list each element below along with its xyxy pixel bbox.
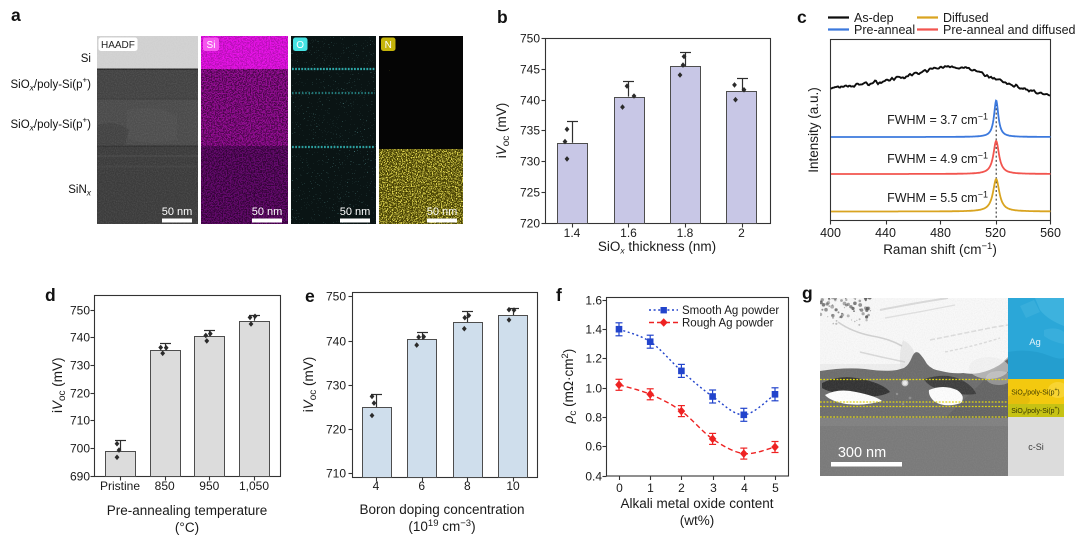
svg-text:50 nm: 50 nm (252, 206, 283, 218)
svg-text:SiOx/poly-Si(p+): SiOx/poly-Si(p+) (1011, 387, 1059, 398)
svg-text:0: 0 (616, 481, 623, 495)
svg-text:50 nm: 50 nm (162, 206, 193, 218)
svg-text:O: O (296, 40, 304, 51)
svg-text:1.6: 1.6 (620, 226, 637, 240)
svg-text:740: 740 (70, 331, 90, 345)
svg-text:730: 730 (326, 379, 346, 393)
svg-text:Raman shift (cm−1): Raman shift (cm−1) (883, 241, 997, 257)
svg-text:1.0: 1.0 (585, 382, 602, 396)
svg-text:b: b (497, 7, 508, 27)
svg-text:SiNx: SiNx (68, 184, 92, 198)
svg-text:4: 4 (373, 479, 380, 493)
svg-text:c: c (797, 7, 807, 27)
svg-text:e: e (305, 286, 315, 306)
svg-text:Pre-anneal: Pre-anneal (854, 23, 915, 37)
svg-text:0.6: 0.6 (585, 440, 602, 454)
svg-text:SiOx thickness (nm): SiOx thickness (nm) (598, 239, 716, 256)
svg-text:Smooth Ag powder: Smooth Ag powder (682, 305, 779, 317)
svg-text:710: 710 (326, 467, 346, 481)
svg-text:745: 745 (520, 63, 540, 77)
svg-text:(1019 cm−3): (1019 cm−3) (408, 518, 475, 534)
svg-text:690: 690 (70, 470, 90, 484)
svg-text:4: 4 (741, 481, 748, 495)
svg-text:10: 10 (506, 479, 520, 493)
svg-text:1: 1 (647, 481, 654, 495)
svg-text:Pristine: Pristine (100, 479, 140, 493)
svg-text:730: 730 (70, 359, 90, 373)
svg-text:Pre-annealing temperature: Pre-annealing temperature (107, 503, 268, 518)
svg-text:750: 750 (520, 32, 540, 46)
svg-text:f: f (556, 285, 562, 305)
svg-text:g: g (802, 283, 813, 303)
svg-text:400: 400 (820, 226, 841, 240)
svg-text:SiOx/poly-Si(p+): SiOx/poly-Si(p+) (10, 76, 91, 93)
svg-text:FWHM = 3.7 cm−1: FWHM = 3.7 cm−1 (887, 112, 988, 128)
svg-text:N: N (385, 40, 392, 51)
svg-text:720: 720 (326, 423, 346, 437)
svg-text:50 nm: 50 nm (427, 206, 458, 218)
svg-text:3: 3 (710, 481, 717, 495)
svg-text:SiOx/poly-Si(p+): SiOx/poly-Si(p+) (1011, 405, 1059, 416)
svg-text:HAADF: HAADF (101, 40, 135, 51)
svg-text:(°C): (°C) (175, 520, 199, 535)
svg-text:SiOx/poly-Si(p+): SiOx/poly-Si(p+) (10, 116, 91, 133)
svg-text:Intensity (a.u.): Intensity (a.u.) (806, 87, 821, 173)
svg-text:730: 730 (520, 155, 540, 169)
svg-text:As-dep: As-dep (854, 11, 894, 25)
svg-text:850: 850 (155, 479, 175, 493)
svg-text:0.4: 0.4 (585, 470, 602, 484)
svg-text:5: 5 (772, 481, 779, 495)
svg-text:Ag: Ag (1029, 337, 1041, 348)
svg-text:950: 950 (199, 479, 219, 493)
svg-text:Si: Si (207, 40, 216, 51)
svg-text:(wt%): (wt%) (680, 513, 715, 528)
svg-text:750: 750 (70, 304, 90, 318)
svg-text:iVoc (mV): iVoc (mV) (50, 357, 68, 413)
svg-text:8: 8 (464, 479, 471, 493)
svg-text:1.8: 1.8 (677, 226, 694, 240)
svg-text:700: 700 (70, 442, 90, 456)
svg-text:1.6: 1.6 (585, 294, 602, 308)
svg-text:Alkali metal oxide content: Alkali metal oxide content (620, 496, 773, 511)
svg-text:480: 480 (930, 226, 951, 240)
svg-text:560: 560 (1040, 226, 1061, 240)
svg-text:0.8: 0.8 (585, 411, 602, 425)
svg-text:6: 6 (418, 479, 425, 493)
svg-text:2: 2 (678, 481, 685, 495)
svg-text:Boron doping concentration: Boron doping concentration (359, 502, 524, 517)
svg-text:iVoc (mV): iVoc (mV) (494, 103, 512, 159)
svg-text:725: 725 (520, 186, 540, 200)
svg-text:750: 750 (326, 290, 346, 304)
svg-text:iVoc (mV): iVoc (mV) (301, 357, 319, 413)
svg-text:FWHM = 5.5 cm−1: FWHM = 5.5 cm−1 (887, 190, 988, 206)
svg-text:d: d (45, 285, 56, 305)
svg-text:740: 740 (520, 94, 540, 108)
svg-text:2: 2 (738, 226, 745, 240)
svg-text:440: 440 (875, 226, 896, 240)
svg-text:50 nm: 50 nm (340, 206, 371, 218)
svg-text:735: 735 (520, 124, 540, 138)
svg-text:1.2: 1.2 (585, 352, 602, 366)
svg-text:Si: Si (81, 53, 91, 65)
svg-text:Rough Ag powder: Rough Ag powder (682, 318, 774, 330)
svg-text:1.4: 1.4 (564, 226, 581, 240)
svg-text:720: 720 (520, 217, 540, 231)
svg-text:Pre-anneal and diffused: Pre-anneal and diffused (943, 23, 1076, 37)
svg-text:1,050: 1,050 (239, 479, 269, 493)
svg-text:520: 520 (985, 226, 1006, 240)
svg-text:ρc (mΩ·cm2): ρc (mΩ·cm2) (560, 349, 579, 425)
svg-text:c-Si: c-Si (1028, 442, 1044, 452)
svg-text:300 nm: 300 nm (838, 445, 886, 461)
svg-text:710: 710 (70, 414, 90, 428)
svg-text:Diffused: Diffused (943, 11, 989, 25)
svg-text:720: 720 (70, 387, 90, 401)
svg-text:1.4: 1.4 (585, 323, 602, 337)
svg-text:FWHM = 4.9 cm−1: FWHM = 4.9 cm−1 (887, 151, 988, 167)
svg-text:a: a (11, 5, 21, 25)
svg-text:740: 740 (326, 335, 346, 349)
